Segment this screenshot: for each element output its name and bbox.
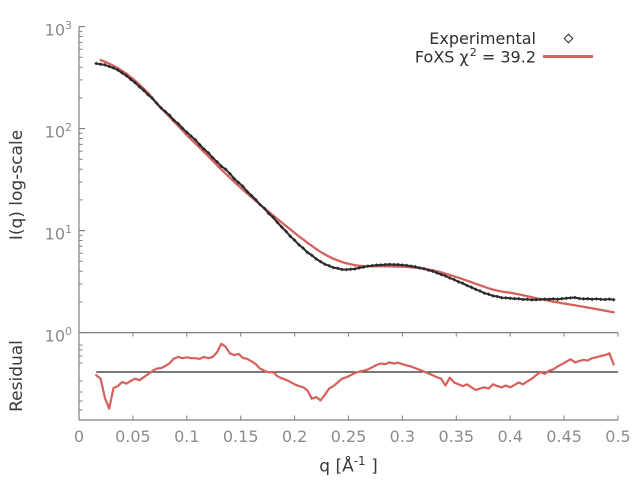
x-tick-label: 0.05 [115, 427, 151, 446]
legend-label-foxs: FoXS χ2 = 39.2 [414, 45, 536, 67]
y-axis-label-intensity: I(q) log-scale [7, 129, 28, 241]
y-tick-label: 102 [44, 120, 72, 141]
y-axis-label-residual: Residual [7, 340, 28, 412]
x-axis-label: q [Å-1 ] [319, 454, 378, 477]
legend-item-experimental: Experimental [415, 28, 600, 48]
experimental-marker-cell [536, 33, 600, 43]
x-tick-label: 0.15 [222, 427, 259, 446]
y-tick-label: 100 [44, 324, 72, 345]
x-tick-label: 0 [73, 427, 85, 446]
x-tick-label: 0.2 [281, 427, 308, 446]
legend-item-foxs: FoXS χ2 = 39.2 [414, 45, 600, 67]
x-tick-label: 0.35 [438, 427, 475, 446]
x-tick-label: 0.4 [497, 427, 523, 446]
fit-line-swatch-icon [543, 54, 593, 58]
legend: Experimental FoXS χ2 = 39.2 [414, 28, 600, 67]
y-tick-label: 101 [44, 222, 72, 243]
legend-label-experimental: Experimental [429, 28, 536, 48]
diamond-marker-icon [563, 33, 573, 43]
x-tick-label: 0.1 [174, 427, 200, 446]
y-tick-label: 103 [44, 18, 72, 39]
x-tick-label: 0.45 [546, 427, 582, 446]
foxs-marker-cell [536, 54, 600, 58]
x-tick-label: 0.25 [330, 427, 367, 446]
x-tick-label: 0.3 [389, 427, 416, 446]
x-tick-label: 0.5 [605, 427, 631, 446]
